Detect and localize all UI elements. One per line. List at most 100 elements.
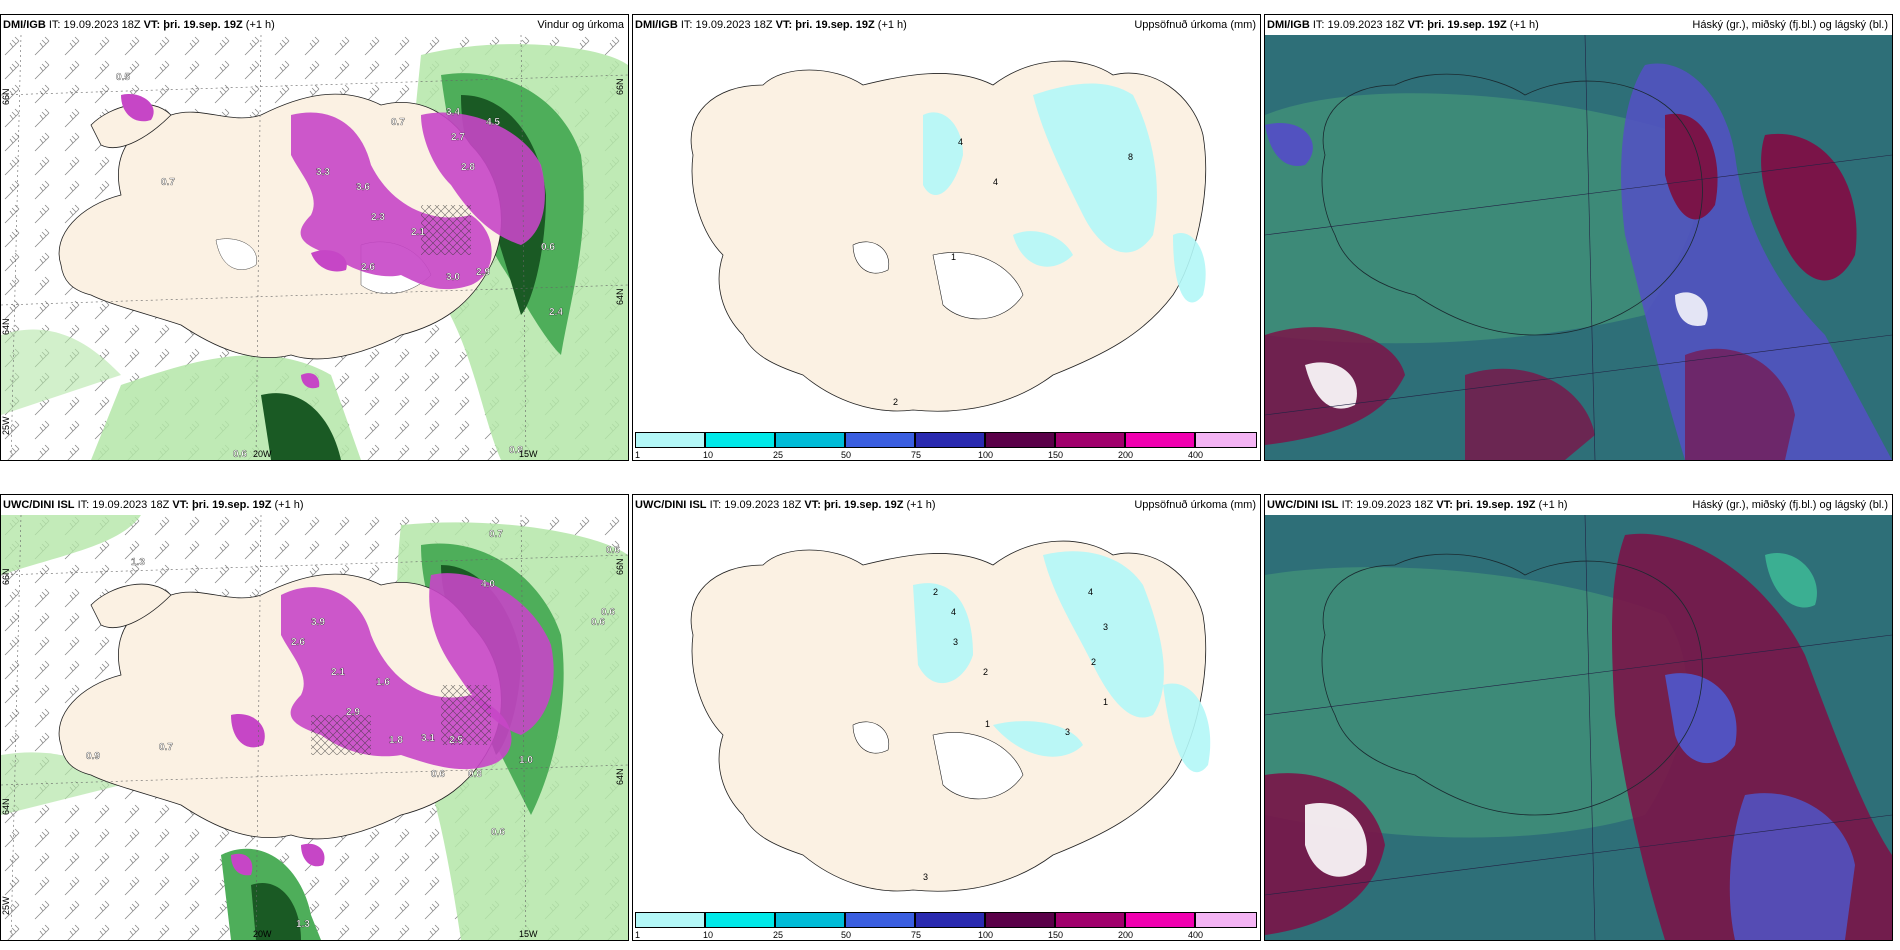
lat-label: 64N [615,288,625,305]
init-time: 19.09.2023 18Z [724,499,802,511]
model-name: DMI/IGB [635,19,678,31]
colorbar-swatch [845,912,915,928]
panel-header: UWC/DINI ISL IT: 19.09.2023 18Z VT: þri.… [1,495,628,515]
lead-time: (+1 h) [274,499,304,511]
panel-title: Háský (gr.), miðský (fj.bl.) og lágský (… [1692,19,1888,31]
vt-prefix: VT: [804,499,821,511]
colorbar-swatch [635,912,705,928]
wind-precip-map: 0.5 0.7 3.4 4.5 0.7 2.7 2.8 3.3 3.6 2.3 … [1,35,628,460]
colorbar-swatch [775,912,845,928]
colorbar-tick: 400 [1188,930,1204,940]
colorbar-tick: 100 [978,930,994,940]
it-prefix: IT: [680,19,693,31]
colorbar-swatch [845,432,915,448]
map-area: 0.5 0.7 3.4 4.5 0.7 2.7 2.8 3.3 3.6 2.3 … [1,35,628,460]
value-label: 4 [993,177,998,187]
colorbar-tick: 100 [978,450,994,460]
colorbar-swatch [705,912,775,928]
init-time: 19.09.2023 18Z [1356,499,1434,511]
lon-label: 15W [519,929,538,939]
panel-title: Uppsöfnuð úrkoma (mm) [1134,499,1256,511]
value-label: 2.9 [346,707,360,718]
value-label: 3.0 [446,272,460,283]
model-name: UWC/DINI ISL [635,499,707,511]
value-label: 0.6 [431,769,445,780]
valid-time: þri. 19.sep. 19Z [1427,19,1507,31]
accum-precip-map: 4 4 8 1 2 [633,35,1260,460]
value-label: 2.6 [291,637,305,648]
accum-precip-map: 2 4 3 2 1 4 3 2 1 3 3 [633,515,1260,940]
valid-time: þri. 19.sep. 19Z [795,19,875,31]
vt-prefix: VT: [775,19,793,31]
colorbar-tick: 10 [703,450,714,460]
lat-label: 64N [1,798,11,815]
lon-label: 25W [1,896,11,915]
lat-label: 66N [1,88,11,105]
value-label: 0.7 [161,177,175,188]
value-label: 2.5 [449,735,463,746]
value-label: 2 [983,667,988,677]
value-label: 2.7 [451,132,465,143]
map-area [1265,35,1892,460]
lead-time: (+1 h) [245,19,275,31]
cloud-cover-map [1265,515,1892,940]
it-prefix: IT: [48,19,61,31]
value-label: 2.4 [549,307,563,318]
value-label: 1.6 [376,677,390,688]
value-label: 3.6 [356,182,370,193]
panel-accum-precip-uwc: UWC/DINI ISL IT: 19.09.2023 18Z VT: þri.… [632,494,1261,941]
value-label: 0.6 [601,607,615,618]
colorbar-tick: 150 [1048,930,1064,940]
panel-title: Vindur og úrkoma [537,19,624,31]
value-label: 3.1 [421,733,435,744]
value-label: 8 [1128,152,1133,162]
value-label: 0.6 [491,827,505,838]
colorbar-tick: 25 [773,930,784,940]
colorbar-swatch [915,432,985,448]
colorbar-tick: 75 [911,930,922,940]
panel-header: DMI/IGB IT: 19.09.2023 18Z VT: þri. 19.s… [633,15,1260,35]
model-name: UWC/DINI ISL [1267,499,1339,511]
it-prefix: IT: [1341,499,1354,511]
value-label: 4 [1088,587,1093,597]
value-label: 4.0 [481,579,495,590]
value-label: 0.6 [233,449,247,460]
colorbar-swatch [775,432,845,448]
value-label: 0.7 [489,529,503,540]
valid-time: þri. 19.sep. 19Z [163,19,243,31]
vt-prefix: VT: [1407,19,1425,31]
value-label: 3 [953,637,958,647]
colorbar-tick: 50 [841,450,852,460]
panel-clouds-uwc: UWC/DINI ISL IT: 19.09.2023 18Z VT: þri.… [1264,494,1893,941]
value-label: 2 [893,397,898,407]
it-prefix: IT: [77,499,90,511]
map-area [1265,515,1892,940]
colorbar-swatch [1125,432,1195,448]
value-label: 1.3 [131,557,145,568]
model-name: DMI/IGB [1267,19,1310,31]
valid-time: þri. 19.sep. 19Z [1455,499,1536,511]
value-label: 0.5 [116,72,130,83]
value-label: 2.1 [411,227,425,238]
lon-label: 20W [253,929,272,939]
colorbar-swatch [985,432,1055,448]
colorbar-tick: 400 [1188,450,1204,460]
lead-time: (+1 h) [877,19,907,31]
panel-header: UWC/DINI ISL IT: 19.09.2023 18Z VT: þri.… [633,495,1260,515]
value-label: 0.6 [541,242,555,253]
value-label: 2.3 [371,212,385,223]
value-label: 3 [1065,727,1070,737]
wind-precip-map: 1.3 0.7 0.6 0.6 4.0 2.6 3.9 2.1 1.6 2.9 … [1,515,628,940]
value-label: 2.1 [331,667,345,678]
value-label: 0.8 [468,769,482,780]
colorbar-swatch [985,912,1055,928]
value-label: 2.8 [461,162,475,173]
panel-title: Háský (gr.), miðský (fj.bl.) og lágský (… [1692,499,1888,511]
model-name: UWC/DINI ISL [3,499,75,511]
panel-accum-precip-dmi: DMI/IGB IT: 19.09.2023 18Z VT: þri. 19.s… [632,14,1261,461]
colorbar-tick: 200 [1118,450,1134,460]
valid-time: þri. 19.sep. 19Z [823,499,904,511]
value-label: 3.4 [446,107,460,118]
value-label: 1 [985,719,990,729]
colorbar-tick: 75 [911,450,922,460]
